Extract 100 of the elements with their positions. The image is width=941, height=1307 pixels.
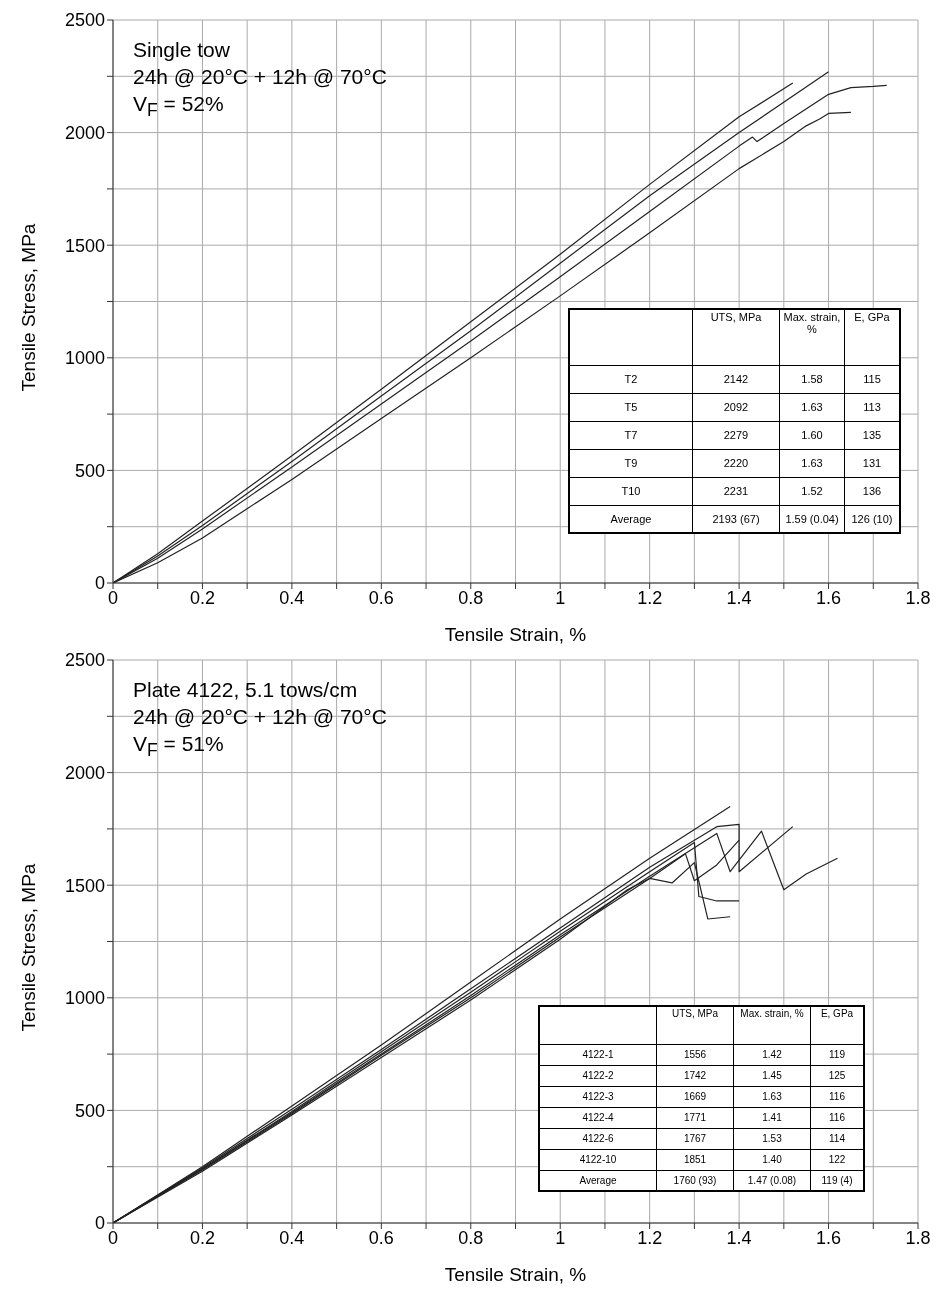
annotation: 1.41 — [733, 1107, 811, 1128]
annotation: Average — [569, 505, 693, 533]
x-tick-label: 1.8 — [905, 1227, 931, 1248]
annotation: 1556 — [656, 1044, 734, 1065]
annotation: 2193 (67) — [692, 505, 780, 533]
annotation: 4122-3 — [539, 1086, 657, 1107]
annotation: 126 (10) — [844, 505, 900, 533]
y-tick-label: 1500 — [64, 875, 105, 896]
annotation: 1851 — [656, 1149, 734, 1170]
annotation: 115 — [844, 365, 900, 393]
y-tick-label: 2000 — [64, 762, 105, 783]
annotation: 4122-10 — [539, 1149, 657, 1170]
annotation: Max. strain, % — [779, 309, 845, 365]
annotation: UTS, MPa — [692, 309, 780, 365]
annotation: 1.45 — [733, 1065, 811, 1086]
annotation: 2142 — [692, 365, 780, 393]
y-tick-label: 1000 — [64, 348, 105, 369]
annotation: 1.63 — [733, 1086, 811, 1107]
annotation: 116 — [810, 1107, 864, 1128]
annotation: 1767 — [656, 1128, 734, 1149]
annotation: 2092 — [692, 393, 780, 421]
annotation: 1.59 (0.04) — [779, 505, 845, 533]
x-tick-label: 1.2 — [637, 1227, 663, 1248]
x-tick-label: 1.4 — [726, 1227, 752, 1248]
annotation: E, GPa — [844, 309, 900, 365]
annotation: 1760 (93) — [656, 1170, 734, 1191]
annotation: 1.53 — [733, 1128, 811, 1149]
annotation: Average — [539, 1170, 657, 1191]
y-axis-title: Tensile Stress, MPa — [17, 863, 39, 1032]
x-tick-label: 1 — [555, 587, 566, 608]
annotation: 1.63 — [779, 393, 845, 421]
annotation: V$_{F}$ = 52% — [133, 91, 225, 123]
annotation: 1.52 — [779, 477, 845, 505]
annotation: 114 — [810, 1128, 864, 1149]
annotation: 2279 — [692, 421, 780, 449]
annotation: T7 — [569, 421, 693, 449]
annotation: T9 — [569, 449, 693, 477]
annotation: 24h @ 20°C + 12h @ 70°C — [133, 64, 387, 90]
x-tick-label: 1.6 — [816, 1227, 842, 1248]
x-tick-label: 0.6 — [368, 1227, 394, 1248]
annotation: 131 — [844, 449, 900, 477]
x-tick-label: 1.4 — [726, 587, 752, 608]
annotation: Plate 4122, 5.1 tows/cm — [133, 677, 359, 703]
annotation: 4122-6 — [539, 1128, 657, 1149]
annotation: T10 — [569, 477, 693, 505]
y-tick-label: 500 — [74, 1100, 105, 1121]
annotation: 1.40 — [733, 1149, 811, 1170]
x-tick-label: 0.2 — [189, 1227, 215, 1248]
y-tick-label: 2500 — [64, 10, 105, 31]
x-tick-label: 0.8 — [458, 1227, 484, 1248]
x-tick-label: 0.2 — [189, 587, 215, 608]
x-tick-label: 1.6 — [816, 587, 842, 608]
annotation: E, GPa — [810, 1006, 864, 1044]
annotation: V$_{F}$ = 51% — [133, 731, 225, 763]
x-tick-label: 0.8 — [458, 587, 484, 608]
x-tick-label: 0.4 — [279, 587, 305, 608]
annotation: 1771 — [656, 1107, 734, 1128]
annotation: 122 — [810, 1149, 864, 1170]
x-tick-label: 0.6 — [368, 587, 394, 608]
annotation: Max. strain, % — [733, 1006, 811, 1044]
annotation: 1.60 — [779, 421, 845, 449]
y-tick-label: 0 — [94, 1213, 105, 1234]
annotation: 2231 — [692, 477, 780, 505]
y-tick-label: 2500 — [64, 650, 105, 671]
annotation: 24h @ 20°C + 12h @ 70°C — [133, 704, 387, 730]
annotation: 119 — [810, 1044, 864, 1065]
x-tick-label: 0 — [107, 1227, 119, 1248]
annotation: 119 (4) — [810, 1170, 864, 1191]
x-tick-label: 1 — [555, 1227, 566, 1248]
annotation: Single tow — [133, 37, 231, 63]
annotation: 1.42 — [733, 1044, 811, 1065]
x-tick-label: 0 — [107, 587, 119, 608]
annotation: 2220 — [692, 449, 780, 477]
annotation: T5 — [569, 393, 693, 421]
annotation: 1669 — [656, 1086, 734, 1107]
y-tick-label: 500 — [74, 460, 105, 481]
x-tick-label: 0.4 — [279, 1227, 305, 1248]
x-axis-title: Tensile Strain, % — [444, 1264, 587, 1285]
x-axis-title: Tensile Strain, % — [444, 624, 587, 645]
y-tick-label: 2000 — [64, 122, 105, 143]
annotation: T2 — [569, 365, 693, 393]
annotation: 116 — [810, 1086, 864, 1107]
annotation: 4122-1 — [539, 1044, 657, 1065]
annotation: 135 — [844, 421, 900, 449]
annotation: 1.47 (0.08) — [733, 1170, 811, 1191]
annotation: 4122-2 — [539, 1065, 657, 1086]
y-tick-label: 1500 — [64, 235, 105, 256]
annotation: 1.58 — [779, 365, 845, 393]
annotation: 4122-4 — [539, 1107, 657, 1128]
annotation: 113 — [844, 393, 900, 421]
annotation: 125 — [810, 1065, 864, 1086]
x-tick-label: 1.8 — [905, 587, 931, 608]
annotation: 1.63 — [779, 449, 845, 477]
y-tick-label: 1000 — [64, 988, 105, 1009]
y-axis-title: Tensile Stress, MPa — [17, 223, 39, 392]
annotation: 136 — [844, 477, 900, 505]
x-tick-label: 1.2 — [637, 587, 663, 608]
annotation: 1742 — [656, 1065, 734, 1086]
y-tick-label: 0 — [94, 573, 105, 594]
annotation: UTS, MPa — [656, 1006, 734, 1044]
